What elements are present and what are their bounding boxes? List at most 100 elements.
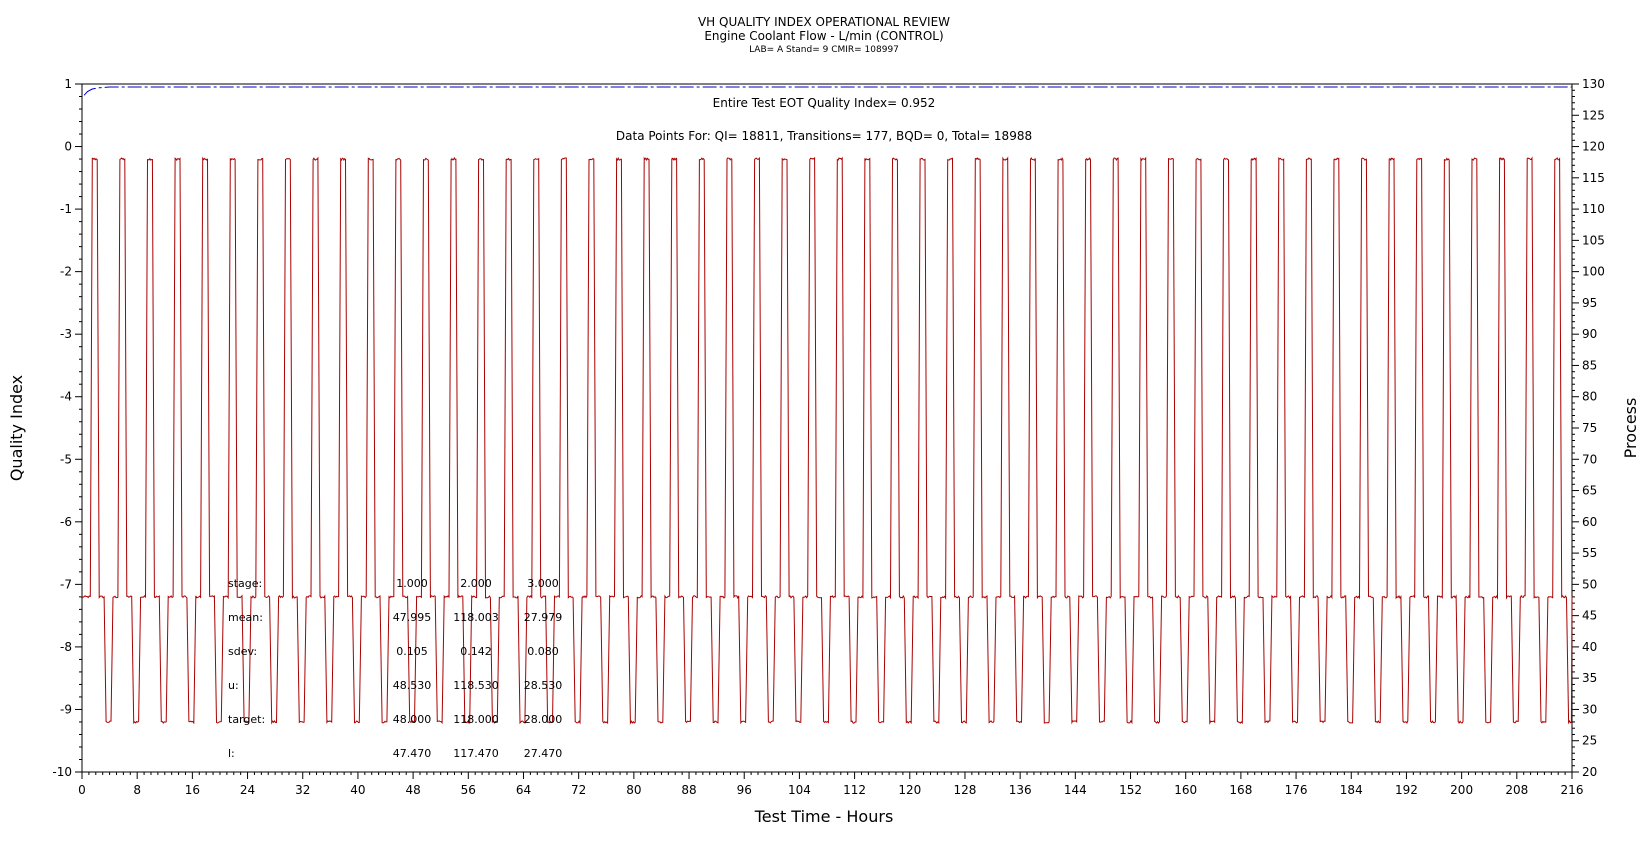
y2-tick-label: 60 [1582,515,1597,529]
y2-tick-label: 70 [1582,452,1597,466]
x-tick-label: 160 [1174,783,1197,797]
x-tick-label: 72 [571,783,586,797]
x-tick-label: 16 [185,783,200,797]
y-tick-label: -10 [52,765,72,779]
y-tick-label: 1 [64,77,72,91]
stats-cell: 0.080 [527,645,559,658]
stats-row-label: l: [228,747,235,760]
x-tick-label: 184 [1340,783,1363,797]
y2-tick-label: 20 [1582,765,1597,779]
y2-tick-label: 85 [1582,358,1597,372]
chart-title: VH QUALITY INDEX OPERATIONAL REVIEW [698,15,950,29]
y2-tick-label: 30 [1582,702,1597,716]
x-tick-label: 104 [788,783,811,797]
x-tick-label: 208 [1505,783,1528,797]
stats-cell: 47.470 [393,747,432,760]
stats-row-label: sdev: [228,645,257,658]
y2-tick-label: 90 [1582,327,1597,341]
stats-table: stage: 1.000 2.000 3.000 mean: 47.995 118.003 2… [228,577,562,760]
stats-cell: 1.000 [396,577,428,590]
chart-subtitle: Engine Coolant Flow - L/min (CONTROL) [704,29,943,43]
y2-tick-label: 25 [1582,734,1597,748]
x-axis-title: Test Time - Hours [754,807,894,826]
stats-cell: 28.000 [524,713,563,726]
x-tick-label: 200 [1450,783,1473,797]
y2-tick-label: 55 [1582,546,1597,560]
y2-tick-label: 100 [1582,265,1605,279]
x-tick-label: 152 [1119,783,1142,797]
y-tick-label: -9 [60,702,72,716]
y2-tick-label: 130 [1582,77,1605,91]
x-tick-label: 32 [295,783,310,797]
x-tick-label: 120 [898,783,921,797]
x-tick-label: 176 [1285,783,1308,797]
stats-cell: 28.530 [524,679,563,692]
x-tick-label: 40 [350,783,365,797]
x-tick-label: 56 [461,783,476,797]
y2-tick-label: 115 [1582,171,1605,185]
stats-row-label: mean: [228,611,263,624]
y-tick-label: -3 [60,327,72,341]
stats-row-label: u: [228,679,239,692]
stats-row-label: stage: [228,577,262,590]
y-tick-label: -8 [60,640,72,654]
y-axis-title: Quality Index [7,375,26,481]
y-tick-label: -1 [60,202,72,216]
y2-tick-label: 45 [1582,609,1597,623]
stats-cell: 3.000 [527,577,559,590]
y-tick-label: 0 [64,140,72,154]
y2-tick-label: 110 [1582,202,1605,216]
x-tick-label: 192 [1395,783,1418,797]
x-tick-label: 128 [954,783,977,797]
y2-tick-label: 80 [1582,390,1597,404]
y2-tick-label: 40 [1582,640,1597,654]
y2-tick-label: 125 [1582,108,1605,122]
y-tick-label: -4 [60,390,72,404]
x-tick-label: 88 [681,783,696,797]
x-tick-label: 24 [240,783,255,797]
y2-tick-label: 105 [1582,233,1605,247]
y-tick-label: -5 [60,452,72,466]
x-tick-label: 168 [1229,783,1252,797]
annotation-eot-qi: Entire Test EOT Quality Index= 0.952 [713,96,936,110]
y-tick-label: -2 [60,265,72,279]
x-tick-label: 96 [737,783,752,797]
y2-axis-title: Process [1621,398,1640,459]
x-tick-label: 0 [78,783,86,797]
y2-tick-label: 120 [1582,140,1605,154]
stats-cell: 118.000 [453,713,499,726]
chart-subtitle-lab: LAB= A Stand= 9 CMIR= 108997 [749,45,899,55]
series-quality-index-line [83,86,1572,96]
stats-cell: 118.003 [453,611,499,624]
y-tick-label: -7 [60,577,72,591]
stats-cell: 27.470 [524,747,563,760]
y2-tick-label: 50 [1582,577,1597,591]
stats-cell: 27.979 [524,611,563,624]
x-tick-label: 8 [133,783,141,797]
stats-cell: 48.000 [393,713,432,726]
annotation-data-points: Data Points For: QI= 18811, Transitions=… [616,129,1032,143]
plot-frame [81,83,1573,773]
stats-cell: 2.000 [460,577,492,590]
y2-tick-label: 35 [1582,671,1597,685]
stats-cell: 117.470 [453,747,499,760]
x-tick-label: 144 [1064,783,1087,797]
stats-cell: 48.530 [393,679,432,692]
x-tick-label: 80 [626,783,641,797]
x-tick-label: 48 [405,783,420,797]
stats-row-label: target: [228,713,265,726]
x-tick-label: 136 [1009,783,1032,797]
plot-area: 0 8 16 24 32 40 48 56 64 72 80 88 96 104 112 120 128 136 1… [52,77,1605,797]
stats-cell: 118.530 [453,679,499,692]
y2-tick-label: 75 [1582,421,1597,435]
stats-cell: 0.105 [396,645,428,658]
x-tick-label: 64 [516,783,531,797]
series-process-line [81,156,1573,725]
y-tick-label: -6 [60,515,72,529]
y2-tick-label: 95 [1582,296,1597,310]
stats-cell: 47.995 [393,611,432,624]
y2-tick-label: 65 [1582,484,1597,498]
stats-cell: 0.142 [460,645,492,658]
